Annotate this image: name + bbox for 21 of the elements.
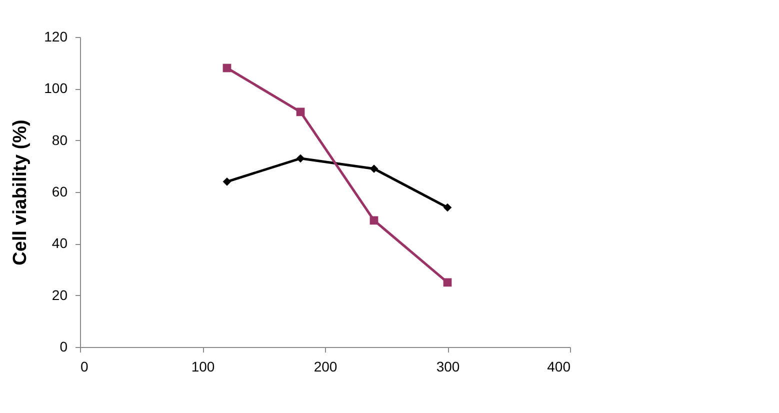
point [222, 64, 232, 72]
y-tick-label: 20 [52, 286, 68, 303]
point [296, 108, 305, 116]
point [370, 164, 378, 173]
y-tick-label: 40 [52, 235, 68, 252]
x-tick-label: 300 [436, 358, 460, 374]
point [443, 203, 452, 212]
point [443, 278, 452, 287]
x-tick-label: 100 [191, 358, 215, 374]
y-tick-label: 80 [52, 132, 68, 148]
y-tick-label: 0 [60, 338, 68, 354]
point [370, 216, 378, 225]
point [222, 177, 232, 186]
y-tick-label: 60 [52, 184, 68, 200]
x-tick-label: 400 [547, 358, 571, 374]
x-tick-label: 0 [80, 358, 88, 374]
x-tick-label: 200 [314, 358, 338, 374]
y-tick-label: 100 [44, 80, 68, 96]
y-tick-label: 120 [44, 28, 68, 44]
point [296, 154, 305, 163]
y-axis-title: Cell viability (%) [10, 120, 32, 266]
